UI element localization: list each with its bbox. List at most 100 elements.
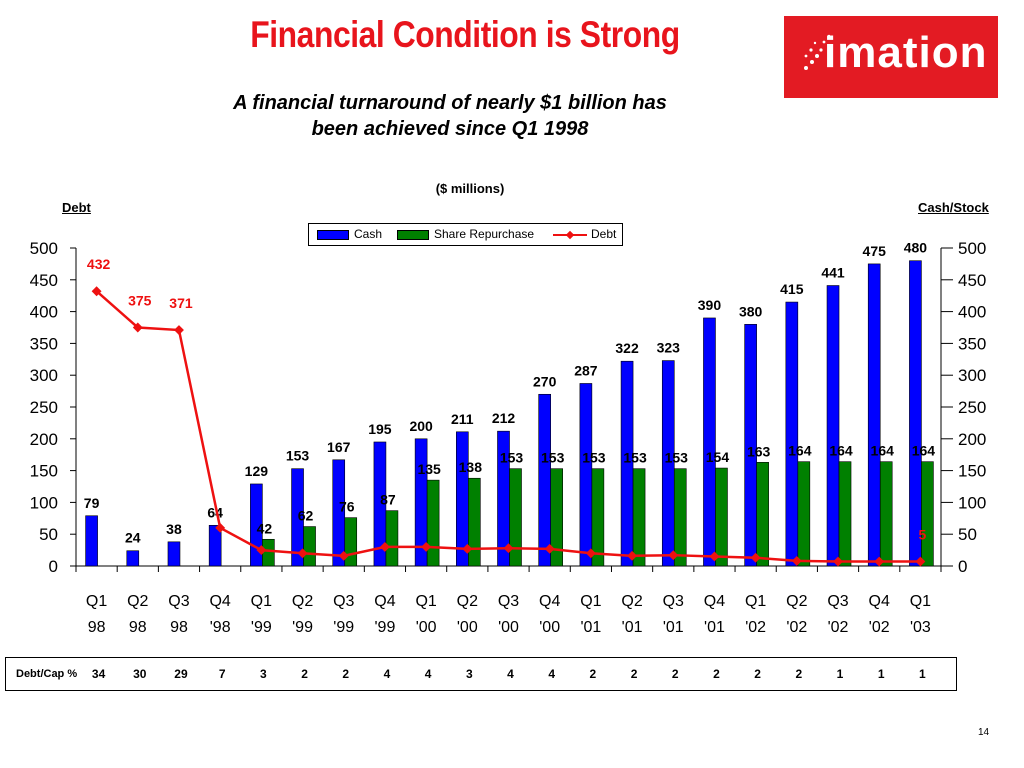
x-tick-label-year: '00 xyxy=(539,619,560,636)
x-tick-label-year: 98 xyxy=(88,619,106,636)
debt-cap-value: 1 xyxy=(878,667,885,681)
x-tick-label-quarter: Q3 xyxy=(168,593,189,610)
cash-data-label: 287 xyxy=(574,362,598,378)
x-tick-label-quarter: Q2 xyxy=(292,593,313,610)
x-tick-label-year: '01 xyxy=(580,619,601,636)
debt-point xyxy=(750,552,761,563)
share-repurchase-bar xyxy=(303,526,316,567)
cash-bar xyxy=(373,441,387,567)
cash-bar xyxy=(579,383,593,567)
debt-point xyxy=(379,541,390,552)
debt-cap-value: 4 xyxy=(384,667,391,681)
left-tick-label: 500 xyxy=(30,239,58,258)
left-tick-label: 100 xyxy=(30,493,58,512)
right-axis-label: Cash/Stock xyxy=(918,200,989,215)
x-tick-label-year: '99 xyxy=(333,619,354,636)
debt-cap-value: 3 xyxy=(260,667,267,681)
cash-data-label: 195 xyxy=(368,421,392,437)
cash-data-label: 322 xyxy=(615,340,639,356)
right-tick-label: 400 xyxy=(958,303,986,322)
debt-cap-value: 1 xyxy=(919,667,926,681)
sparkle-icon xyxy=(804,34,831,70)
cash-bar xyxy=(909,260,922,567)
legend-item-debt: Debt xyxy=(553,227,616,241)
chart-legend: Cash Share Repurchase Debt xyxy=(308,223,623,246)
cash-bar xyxy=(85,515,98,567)
x-tick-label-quarter: Q1 xyxy=(745,593,766,610)
x-tick-label-quarter: Q2 xyxy=(457,593,478,610)
cash-data-label: 390 xyxy=(698,297,722,313)
x-tick-label-quarter: Q2 xyxy=(127,593,148,610)
x-tick-label-year: '03 xyxy=(910,619,931,636)
share-repurchase-bar xyxy=(509,468,522,567)
share-repurchase-data-label: 153 xyxy=(582,450,606,466)
x-tick-label-year: '02 xyxy=(786,619,807,636)
x-tick-label-quarter: Q1 xyxy=(86,593,107,610)
debt-point xyxy=(791,555,802,566)
debt-cap-value: 1 xyxy=(837,667,844,681)
debt-point xyxy=(544,543,555,554)
x-tick-label-year: '99 xyxy=(292,619,313,636)
x-tick-label-year: '99 xyxy=(374,619,395,636)
left-tick-label: 300 xyxy=(30,366,58,385)
left-tick-label: 150 xyxy=(30,462,58,481)
debt-point xyxy=(585,548,596,559)
x-tick-label-year: '01 xyxy=(622,619,643,636)
right-tick-label: 450 xyxy=(958,271,986,290)
x-tick-label-year: '00 xyxy=(416,619,437,636)
share-repurchase-data-label: 42 xyxy=(257,520,273,536)
right-tick-label: 250 xyxy=(958,398,986,417)
debt-point xyxy=(421,541,432,552)
right-tick-label: 50 xyxy=(958,525,977,544)
debt-point xyxy=(503,543,514,554)
cash-data-label: 480 xyxy=(904,240,928,256)
cash-bar xyxy=(291,468,304,567)
x-tick-label-quarter: Q3 xyxy=(827,593,848,610)
debt-point xyxy=(668,550,679,561)
left-tick-label: 50 xyxy=(39,525,58,544)
debt-point xyxy=(627,550,638,561)
debt-cap-value: 29 xyxy=(174,667,188,681)
chart-units: ($ millions) xyxy=(435,181,505,196)
x-tick-label-quarter: Q4 xyxy=(374,593,395,610)
cash-data-label: 24 xyxy=(125,530,141,546)
imation-logo: imation xyxy=(784,16,998,98)
cash-bar xyxy=(785,301,799,567)
debt-cap-value: 2 xyxy=(631,667,638,681)
left-tick-label: 350 xyxy=(30,334,58,353)
share-repurchase-bar xyxy=(632,468,646,567)
x-tick-label-quarter: Q2 xyxy=(621,593,642,610)
x-tick-label-year: '01 xyxy=(663,619,684,636)
cash-bar xyxy=(867,263,881,567)
legend-line-debt xyxy=(553,230,587,240)
share-repurchase-bar xyxy=(385,510,399,567)
x-tick-label-quarter: Q4 xyxy=(539,593,560,610)
cash-data-label: 212 xyxy=(492,410,516,426)
x-tick-label-quarter: Q1 xyxy=(415,593,436,610)
left-tick-label: 0 xyxy=(49,557,58,576)
cash-data-label: 475 xyxy=(863,243,887,259)
share-repurchase-bar xyxy=(921,461,934,567)
x-tick-label-quarter: Q1 xyxy=(251,593,272,610)
debt-point xyxy=(709,551,720,562)
share-repurchase-data-label: 164 xyxy=(912,443,936,459)
debt-cap-value: 2 xyxy=(342,667,349,681)
debt-point xyxy=(256,545,267,556)
x-tick-label-year: '02 xyxy=(869,619,890,636)
cash-data-label: 167 xyxy=(327,439,351,455)
cash-data-label: 153 xyxy=(286,448,310,464)
cash-data-label: 211 xyxy=(451,411,474,427)
share-repurchase-data-label: 76 xyxy=(339,499,355,515)
debt-data-label: 375 xyxy=(128,293,152,309)
x-tick-label-year: 98 xyxy=(129,619,147,636)
left-tick-label: 250 xyxy=(30,398,58,417)
debt-cap-value: 2 xyxy=(301,667,308,681)
right-tick-label: 150 xyxy=(958,462,986,481)
debt-cap-value: 34 xyxy=(92,667,106,681)
legend-swatch-cash xyxy=(317,229,349,240)
cash-data-label: 79 xyxy=(84,495,100,511)
share-repurchase-data-label: 164 xyxy=(829,443,853,459)
debt-cap-value: 2 xyxy=(590,667,597,681)
x-tick-label-year: '99 xyxy=(251,619,272,636)
